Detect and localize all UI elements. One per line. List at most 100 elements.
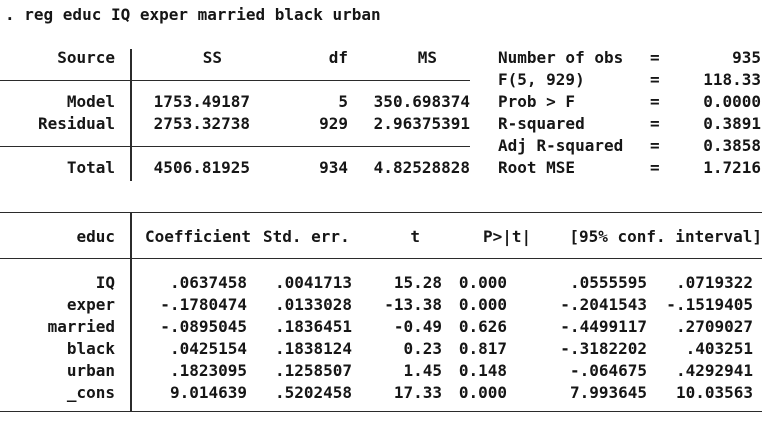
coef-row-married: married -.0895045 .1836451 -0.49 0.626 -… <box>0 316 768 338</box>
df-header: df <box>328 48 348 67</box>
p-value: 0.817 <box>458 339 507 358</box>
var-label: IQ <box>95 273 115 292</box>
anova-header-rule <box>0 79 470 82</box>
df-value: 5 <box>338 92 348 111</box>
ci-lower: -.2041543 <box>560 295 647 314</box>
var-label: married <box>47 317 115 336</box>
t-value: 1.45 <box>403 361 442 380</box>
ss-header: SS <box>202 48 222 67</box>
ms-value: 4.82528828 <box>373 158 470 177</box>
coef-value: .0637458 <box>169 273 247 292</box>
stat-label: Root MSE <box>498 158 576 177</box>
ms-value: 2.96375391 <box>373 114 470 133</box>
anova-row-residual: Residual 2753.32738 929 2.96375391 R-squ… <box>0 113 768 135</box>
ss-value: 2753.32738 <box>153 114 250 133</box>
coef-value: .1823095 <box>169 361 247 380</box>
t-value: 0.23 <box>403 339 442 358</box>
anova-row-total: Total 4506.81925 934 4.82528828 Root MSE… <box>0 157 768 179</box>
ms-value: 350.698374 <box>373 92 470 111</box>
coef-row-iq: IQ .0637458 .0041713 15.28 0.000 .055559… <box>0 272 768 294</box>
ci-lower: -.3182202 <box>560 339 647 358</box>
ci-upper: .0719322 <box>675 273 753 292</box>
ci-upper: -.1519405 <box>666 295 753 314</box>
coef-header-row: educ Coefficient Std. err. t P>|t| [95% … <box>0 226 768 248</box>
stderr-value: .0041713 <box>274 273 352 292</box>
t-header: t <box>410 227 420 246</box>
coef-row-black: black .0425154 .1838124 0.23 0.817 -.318… <box>0 338 768 360</box>
equals-sign: = <box>650 114 660 133</box>
ss-value: 4506.81925 <box>153 158 250 177</box>
coef-table-top-rule <box>0 211 762 214</box>
df-value: 934 <box>319 158 348 177</box>
coef-value: -.0895045 <box>160 317 247 336</box>
stat-label: Prob > F <box>498 92 576 111</box>
stat-value: 1.7216 <box>703 158 761 177</box>
coef-row-cons: _cons 9.014639 .5202458 17.33 0.000 7.99… <box>0 382 768 404</box>
ss-value: 1753.49187 <box>153 92 250 111</box>
stat-label: Adj R-squared <box>498 136 624 155</box>
source-label: Residual <box>37 114 115 133</box>
ci-lower: -.4499117 <box>560 317 647 336</box>
coef-header-rule <box>0 257 762 260</box>
equals-sign: = <box>650 70 660 89</box>
p-value: 0.000 <box>458 273 507 292</box>
stat-value: 935 <box>732 48 761 67</box>
ci-lower: .0555595 <box>569 273 647 292</box>
stderr-header: Std. err. <box>263 227 350 246</box>
source-header: Source <box>57 48 115 67</box>
var-label: urban <box>66 361 115 380</box>
equals-sign: = <box>650 48 660 67</box>
equals-sign: = <box>650 158 660 177</box>
t-value: 17.33 <box>393 383 442 402</box>
stat-value: 118.33 <box>703 70 761 89</box>
equals-sign: = <box>650 136 660 155</box>
p-value: 0.000 <box>458 383 507 402</box>
p-value: 0.000 <box>458 295 507 314</box>
stat-label: F(5, 929) <box>498 70 585 89</box>
var-label: _cons <box>66 383 115 402</box>
stat-value: 0.3891 <box>703 114 761 133</box>
ci-header: [95% conf. interval] <box>569 227 762 246</box>
ci-upper: .403251 <box>685 339 753 358</box>
var-label: black <box>66 339 115 358</box>
command-line: . reg educ IQ exper married black urban <box>5 5 381 24</box>
source-label: Model <box>66 92 115 111</box>
stat-label: Number of obs <box>498 48 624 67</box>
stat-label: R-squared <box>498 114 585 133</box>
anova-row-model: Model 1753.49187 5 350.698374 Prob > F =… <box>0 91 768 113</box>
coef-value: -.1780474 <box>160 295 247 314</box>
stderr-value: .5202458 <box>274 383 352 402</box>
coef-value: 9.014639 <box>169 383 247 402</box>
ms-header: MS <box>417 48 437 67</box>
source-label: Total <box>66 158 115 177</box>
stderr-value: .1258507 <box>274 361 352 380</box>
coef-row-exper: exper -.1780474 .0133028 -13.38 0.000 -.… <box>0 294 768 316</box>
ci-upper: .2709027 <box>675 317 753 336</box>
p-value: 0.148 <box>458 361 507 380</box>
stat-value: 0.0000 <box>703 92 761 111</box>
anova-column-divider <box>130 49 132 181</box>
t-value: -0.49 <box>393 317 442 336</box>
ci-lower: -.064675 <box>569 361 647 380</box>
ci-lower: 7.993645 <box>569 383 647 402</box>
df-value: 929 <box>319 114 348 133</box>
depvar-header: educ <box>76 227 115 246</box>
var-label: exper <box>66 295 115 314</box>
coef-row-urban: urban .1823095 .1258507 1.45 0.148 -.064… <box>0 360 768 382</box>
stderr-value: .1838124 <box>274 339 352 358</box>
coef-table-bottom-rule <box>0 410 762 413</box>
ci-upper: 10.03563 <box>675 383 753 402</box>
coef-value: .0425154 <box>169 339 247 358</box>
t-value: 15.28 <box>393 273 442 292</box>
stat-row: Adj R-squared = 0.3858 <box>0 135 768 157</box>
equals-sign: = <box>650 92 660 111</box>
coef-column-divider <box>130 212 132 411</box>
anova-total-rule <box>0 145 470 148</box>
pvalue-header: P>|t| <box>483 227 532 246</box>
ci-upper: .4292941 <box>675 361 753 380</box>
stat-value: 0.3858 <box>703 136 761 155</box>
stderr-value: .0133028 <box>274 295 352 314</box>
coefficient-header: Coefficient <box>145 227 251 246</box>
stderr-value: .1836451 <box>274 317 352 336</box>
